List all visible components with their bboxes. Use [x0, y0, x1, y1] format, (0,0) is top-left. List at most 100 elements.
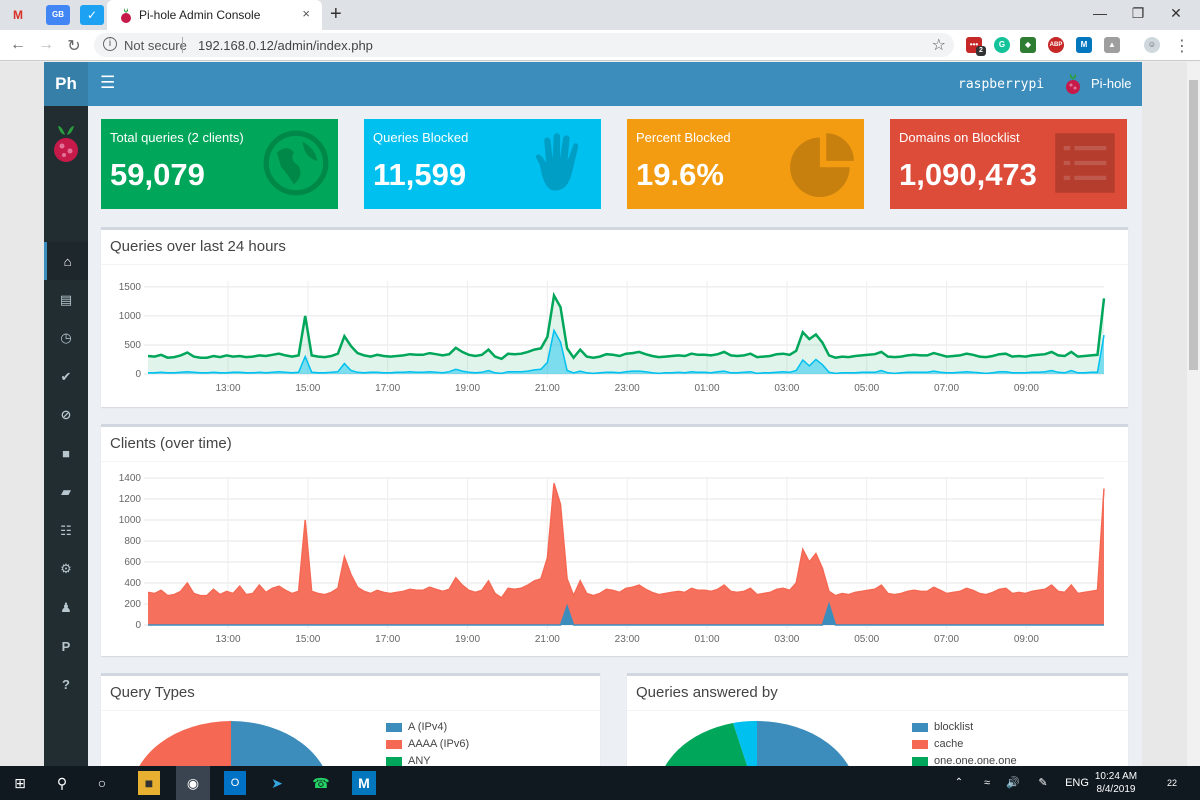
back-icon[interactable]: ←: [10, 36, 26, 53]
pie-chart-icon: [790, 133, 854, 197]
wifi-icon[interactable]: ≈: [983, 777, 991, 789]
sidebar-item-sitemap[interactable]: ☷: [44, 512, 88, 550]
stat-value: 1,090,473: [899, 157, 1037, 192]
search-icon[interactable]: ⚲: [56, 775, 68, 791]
legend-item[interactable]: ANY: [386, 755, 431, 766]
m-app-icon[interactable]: M: [352, 771, 376, 795]
queries-answered-pie[interactable]: [647, 721, 887, 766]
forward-icon[interactable]: →: [38, 36, 54, 53]
box-divider: [101, 264, 1128, 265]
pie-slice-cache: [733, 721, 757, 766]
stat-box-percent-blocked[interactable]: Percent Blocked 19.6%: [627, 119, 864, 209]
logo-mini[interactable]: Ph: [44, 62, 88, 106]
new-tab-button[interactable]: +: [330, 3, 342, 25]
extension-badge: 2: [976, 46, 986, 56]
folder-icon: ▰: [61, 484, 71, 499]
clock[interactable]: 10:24 AM 8/4/2019: [1090, 770, 1142, 796]
address-bar[interactable]: i Not secure 192.168.0.12/admin/index.ph…: [94, 33, 954, 57]
volume-icon[interactable]: 🔊: [1006, 777, 1020, 789]
browser-toolbar: ← → ↻ i Not secure 192.168.0.12/admin/in…: [0, 30, 1200, 61]
sidebar-item-clock[interactable]: ◷: [44, 319, 88, 357]
reload-icon[interactable]: ↻: [67, 38, 81, 55]
legend-item[interactable]: AAAA (IPv6): [386, 738, 469, 750]
notification-center-icon[interactable]: 22: [1160, 771, 1184, 795]
queries-over-time-chart[interactable]: 1500 1000 500 0 13:00 15:00 17:00 19:00 21:00 23:…: [101, 266, 1128, 406]
pen-icon[interactable]: ✎: [1038, 777, 1048, 789]
x-tick-label: 05:00: [854, 634, 879, 645]
user-menu[interactable]: Pi-hole: [1091, 76, 1132, 91]
bookmark-star-icon[interactable]: ☆: [931, 37, 946, 54]
window-close-icon[interactable]: ✕: [1170, 5, 1182, 21]
gmail-icon: M: [13, 8, 23, 22]
minimize-icon[interactable]: —: [1093, 5, 1107, 21]
legend-item[interactable]: cache: [912, 738, 963, 750]
x-tick-label: 23:00: [615, 383, 640, 394]
page-scrollbar[interactable]: [1187, 62, 1200, 766]
x-tick-label: 23:00: [615, 634, 640, 645]
ban-icon: ⊘: [60, 407, 72, 422]
sidebar-item-check-circle[interactable]: ✔: [44, 358, 88, 396]
stat-box-total-queries[interactable]: Total queries (2 clients) 59,079: [101, 119, 338, 209]
clients-over-time-chart[interactable]: 1400 1200 1000 800 600 400 200 0 13:00 15:00 17:00…: [101, 463, 1128, 655]
legend-swatch: [912, 722, 928, 732]
chart-title: Queries answered by: [636, 684, 778, 701]
raindrop-icon[interactable]: ◆: [1020, 37, 1036, 53]
profile-avatar[interactable]: ☺: [1144, 37, 1160, 53]
sidebar-item-gears[interactable]: ⚙: [44, 550, 88, 588]
query-types-pie[interactable]: [121, 721, 361, 766]
info-icon[interactable]: i: [103, 37, 117, 51]
url-text[interactable]: 192.168.0.12/admin/index.php: [198, 38, 373, 53]
telegram-icon[interactable]: ➤: [271, 775, 283, 791]
abp-icon[interactable]: ABP: [1048, 37, 1064, 53]
x-tick-label: 13:00: [215, 634, 240, 645]
outlook-icon[interactable]: O: [224, 771, 246, 795]
scrollbar-thumb[interactable]: [1189, 80, 1198, 370]
language-indicator[interactable]: ENG: [1065, 777, 1089, 789]
restore-icon[interactable]: ❐: [1131, 5, 1145, 21]
grammarly-icon[interactable]: G: [994, 37, 1010, 53]
sidebar-item-question-circle[interactable]: ?: [44, 666, 88, 704]
sidebar-item-folder[interactable]: ▰: [44, 473, 88, 511]
x-tick-label: 21:00: [535, 634, 560, 645]
pinned-tab-translate[interactable]: GB: [46, 5, 70, 25]
legend-label: blocklist: [934, 721, 974, 733]
windows-start-icon[interactable]: ⊞: [14, 775, 26, 791]
pinned-tab-twitter[interactable]: ✓: [80, 5, 104, 25]
sidebar: ⌂ ▤ ◷ ✔ ⊘ ■ ▰ ☷ ⚙ ♟ P?: [44, 106, 88, 766]
sidebar-item-document[interactable]: ▤: [44, 281, 88, 319]
sidebar-item-home[interactable]: ⌂: [44, 242, 88, 280]
menu-kebab-icon[interactable]: ⋮: [1174, 38, 1190, 55]
task-view-icon[interactable]: ○: [97, 775, 107, 791]
tab-close-icon[interactable]: ×: [302, 6, 310, 21]
legend-item[interactable]: one.one.one.one: [912, 755, 1017, 766]
chrome-icon[interactable]: ◉: [176, 766, 210, 800]
user-times-icon: ♟: [60, 599, 72, 615]
stat-box-domains-on[interactable]: Domains on Blocklist 1,090,473: [890, 119, 1127, 209]
divider: [182, 37, 183, 53]
stat-box-queries-blocked[interactable]: Queries Blocked 11,599: [364, 119, 601, 209]
clock-time: 10:24 AM: [1094, 771, 1138, 782]
chevron-up-icon[interactable]: ⌃: [954, 777, 964, 788]
legend-item[interactable]: A (IPv4): [386, 721, 447, 733]
stat-value: 11,599: [373, 157, 467, 192]
list-icon: [1055, 133, 1115, 193]
series-area-0: [148, 295, 1104, 374]
sidebar-item-ban[interactable]: ⊘: [44, 396, 88, 434]
page-background-right: [1142, 62, 1187, 766]
queries-over-time-box: Queries over last 24 hours 1500 1000 500 0 1…: [101, 227, 1128, 407]
twitter-icon: ✓: [86, 8, 98, 22]
drive-icon[interactable]: ▲: [1104, 37, 1120, 53]
y-tick-label: 200: [124, 599, 141, 610]
file-explorer-icon[interactable]: ■: [138, 771, 160, 795]
x-tick-label: 03:00: [774, 634, 799, 645]
sidebar-item-paypal[interactable]: P: [44, 627, 88, 665]
legend-item[interactable]: blocklist: [912, 721, 973, 733]
pinned-tab-gmail[interactable]: M: [6, 5, 30, 25]
whatsapp-icon[interactable]: ☎: [312, 775, 330, 791]
tab-pihole-admin[interactable]: Pi-hole Admin Console ×: [107, 0, 322, 30]
m-icon[interactable]: M: [1076, 37, 1092, 53]
box-divider: [101, 461, 1128, 462]
sidebar-item-square[interactable]: ■: [44, 435, 88, 473]
sidebar-toggle-icon[interactable]: ☰: [100, 73, 116, 92]
sidebar-item-user-times[interactable]: ♟: [44, 589, 88, 627]
